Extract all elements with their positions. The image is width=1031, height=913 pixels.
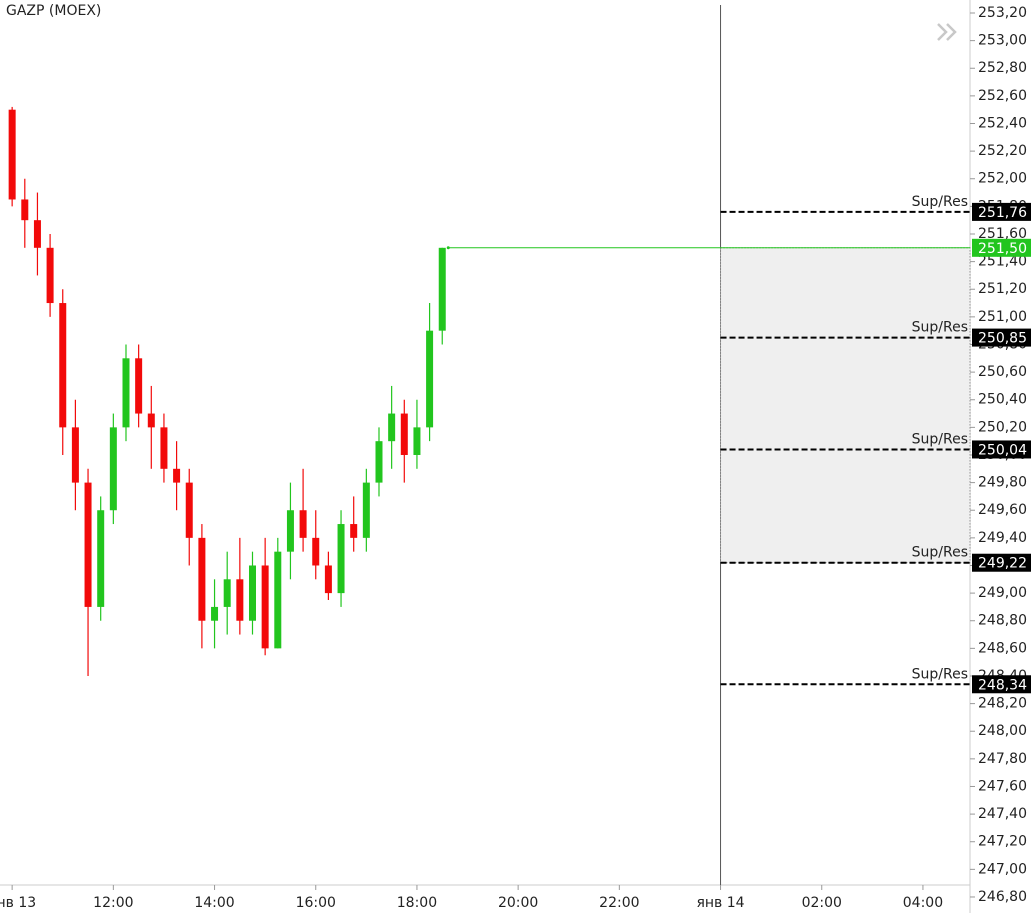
x-tick-label: 02:00	[802, 895, 842, 911]
candle-body	[21, 199, 29, 221]
level-badge	[972, 553, 1031, 572]
y-tick-label: 247,00	[978, 861, 1027, 877]
candle-body	[324, 565, 332, 594]
candle-body	[438, 247, 446, 331]
level-badge-label: 249,22	[978, 556, 1027, 572]
y-tick-label: 247,20	[978, 834, 1027, 850]
y-tick-label: 249,00	[978, 585, 1027, 601]
candle-body	[198, 537, 206, 621]
y-tick-label: 250,40	[978, 392, 1027, 408]
candle-body	[261, 565, 269, 649]
y-tick-label: 251,20	[978, 281, 1027, 297]
x-tick-label: 04:00	[903, 895, 943, 911]
x-tick-label: янв 13	[0, 895, 36, 911]
x-tick-label: 20:00	[498, 895, 538, 911]
candle-body	[135, 358, 143, 414]
level-badge	[972, 675, 1031, 694]
y-tick-label: 248,00	[978, 723, 1027, 739]
y-tick-label: 247,60	[978, 778, 1027, 794]
y-tick-label: 246,80	[978, 889, 1027, 905]
y-tick-label: 252,40	[978, 115, 1027, 131]
level-badge-label: 251,76	[978, 205, 1027, 221]
x-tick-label: 16:00	[296, 895, 336, 911]
candle-body	[236, 579, 244, 621]
zone	[720, 247, 971, 564]
level-name: Sup/Res	[912, 194, 968, 210]
candle-body	[84, 482, 92, 607]
y-tick-label: 251,40	[978, 254, 1027, 270]
y-tick-label: 252,60	[978, 88, 1027, 104]
last-price-badge	[972, 238, 1031, 257]
candle-body	[160, 427, 168, 469]
candle-body	[71, 427, 79, 483]
candle-body	[59, 303, 67, 428]
level-badge-label: 250,04	[978, 442, 1027, 458]
candle-body	[375, 441, 383, 483]
candle-body	[8, 109, 16, 200]
candle-body	[350, 524, 358, 538]
y-tick-label: 253,20	[978, 5, 1027, 21]
candle-body	[312, 537, 320, 566]
x-tick-label: 12:00	[93, 895, 133, 911]
y-tick-label: 248,60	[978, 640, 1027, 656]
candle-body	[362, 482, 370, 538]
x-tick-label: 22:00	[599, 895, 639, 911]
y-tick-label: 249,60	[978, 502, 1027, 518]
candle-body	[147, 413, 155, 428]
candle-body	[413, 427, 421, 455]
candle-body	[46, 247, 54, 304]
x-tick-label: 14:00	[194, 895, 234, 911]
last-price-dot	[446, 246, 450, 250]
candle-body	[248, 565, 256, 621]
y-tick-label: 250,20	[978, 419, 1027, 435]
y-tick-label: 247,40	[978, 806, 1027, 822]
y-tick-label: 248,80	[978, 613, 1027, 629]
level-name: Sup/Res	[912, 431, 968, 447]
y-tick-label: 250,60	[978, 364, 1027, 380]
candle-body	[97, 510, 105, 607]
candle-body	[286, 510, 294, 552]
candle-body	[337, 524, 345, 594]
y-tick-label: 253,00	[978, 33, 1027, 49]
candle-body	[223, 579, 231, 607]
level-badge	[972, 328, 1031, 347]
y-tick-label: 252,20	[978, 143, 1027, 159]
candle-body	[400, 413, 408, 455]
y-tick-label: 251,60	[978, 226, 1027, 242]
level-badge-label: 250,85	[978, 331, 1027, 347]
y-tick-label: 247,80	[978, 751, 1027, 767]
level-name: Sup/Res	[912, 320, 968, 336]
candle-body	[173, 468, 181, 483]
candle-body	[33, 220, 41, 248]
collapse-icon[interactable]	[937, 23, 957, 41]
chart-title: GAZP (MOEX)	[6, 3, 101, 19]
level-badge	[972, 440, 1031, 459]
level-badge	[972, 202, 1031, 221]
candle-body	[274, 551, 282, 649]
y-tick-label: 251,00	[978, 309, 1027, 325]
y-tick-label: 252,00	[978, 171, 1027, 187]
candle-body	[299, 510, 307, 538]
last-price-label: 251,50	[978, 241, 1027, 257]
y-tick-label: 252,80	[978, 60, 1027, 76]
level-name: Sup/Res	[912, 545, 968, 561]
candle-body	[388, 413, 396, 442]
x-tick-label: 18:00	[397, 895, 437, 911]
y-tick-label: 248,20	[978, 696, 1027, 712]
y-tick-label: 249,80	[978, 475, 1027, 491]
level-badge-label: 248,34	[978, 677, 1027, 693]
candle-body	[426, 330, 434, 428]
y-tick-label: 249,40	[978, 530, 1027, 546]
candle-body	[122, 358, 130, 428]
candle-body	[211, 606, 219, 621]
candle-body	[185, 482, 193, 538]
x-tick-label: янв 14	[696, 895, 744, 911]
level-name: Sup/Res	[912, 666, 968, 682]
candle-body	[109, 427, 117, 511]
